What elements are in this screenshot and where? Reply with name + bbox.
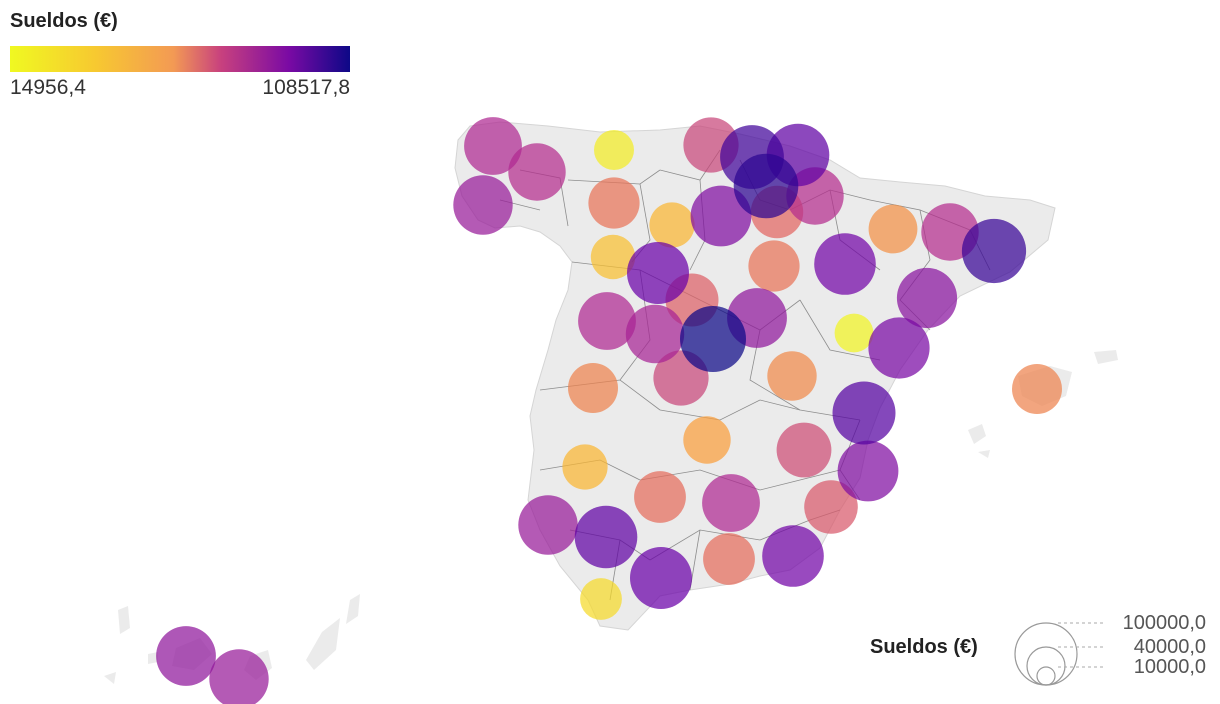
bubble-araba[interactable] xyxy=(733,153,799,219)
color-legend-title: Sueldos (€) xyxy=(10,10,118,32)
bubble-las-palmas[interactable] xyxy=(209,649,269,704)
color-legend-min-label: 14956,4 xyxy=(10,76,86,99)
menorca-shape xyxy=(1094,350,1118,364)
bubble-albacete[interactable] xyxy=(776,422,832,478)
bubble-caceres[interactable] xyxy=(568,363,618,413)
size-legend-label-large: 100000,0 xyxy=(1122,612,1206,634)
bubble-huelva[interactable] xyxy=(518,495,578,555)
bubble-granada[interactable] xyxy=(703,533,755,585)
bubble-zamora[interactable] xyxy=(649,202,695,248)
bubble-cordoba[interactable] xyxy=(634,471,686,523)
size-legend-circle-small xyxy=(1036,666,1056,686)
bubble-alicante[interactable] xyxy=(837,440,899,502)
bubble-murcia[interactable] xyxy=(804,480,858,534)
bubble-jaen[interactable] xyxy=(702,474,760,532)
canary-lapalma-shape xyxy=(118,606,130,634)
bubble-ourense[interactable] xyxy=(588,177,640,229)
bubble-tarragona[interactable] xyxy=(896,267,958,329)
bubble-santa-cruz-de-tenerife[interactable] xyxy=(156,626,216,686)
ibiza-shape xyxy=(968,424,986,444)
size-legend-label-small: 10000,0 xyxy=(1133,656,1206,678)
canary-fuerteventura-shape xyxy=(306,618,340,670)
bubble-pontevedra[interactable] xyxy=(453,175,513,235)
bubble-sevilla[interactable] xyxy=(574,505,638,569)
bubble-badajoz[interactable] xyxy=(562,444,608,490)
bubble-leon[interactable] xyxy=(590,234,636,280)
bubble-castellon[interactable] xyxy=(868,317,930,379)
size-legend-circles xyxy=(1014,622,1104,686)
bubble-salamanca[interactable] xyxy=(578,292,636,350)
size-legend-circle-large xyxy=(1014,622,1078,686)
bubble-palencia-valladolid[interactable] xyxy=(627,242,689,304)
bubble-huesca[interactable] xyxy=(868,204,918,254)
bubble-zaragoza[interactable] xyxy=(814,233,876,295)
size-legend-circle-medium xyxy=(1026,646,1066,686)
bubble-barcelona[interactable] xyxy=(961,218,1027,284)
bubble-madrid[interactable] xyxy=(680,306,746,372)
bubble-layer xyxy=(156,117,1062,704)
bubble-asturias[interactable] xyxy=(594,130,634,170)
bubble-burgos[interactable] xyxy=(690,185,752,247)
bubble-valencia[interactable] xyxy=(832,381,896,445)
bubble-ciudad-real[interactable] xyxy=(683,416,731,464)
bubble-teruel[interactable] xyxy=(834,313,874,353)
size-legend-title: Sueldos (€) xyxy=(870,636,978,658)
bubble-illes-balears[interactable] xyxy=(1012,364,1062,414)
bubble-a-coruna[interactable] xyxy=(464,117,522,175)
color-legend-max-label: 108517,8 xyxy=(262,76,350,99)
bubble-almeria[interactable] xyxy=(762,525,824,587)
formentera-shape xyxy=(978,450,990,458)
bubble-lugo[interactable] xyxy=(508,143,566,201)
bubble-avila[interactable] xyxy=(625,304,685,364)
bubble-soria[interactable] xyxy=(748,240,800,292)
color-scale-bar xyxy=(10,46,350,72)
bubble-cuenca[interactable] xyxy=(767,351,817,401)
size-legend-label-medium: 40000,0 xyxy=(1133,636,1206,658)
canary-gomera-shape xyxy=(148,652,158,664)
canary-hierro-shape xyxy=(104,672,116,684)
canary-lanzarote-shape xyxy=(346,594,360,624)
bubble-cadiz[interactable] xyxy=(580,578,622,620)
bubble-malaga[interactable] xyxy=(630,547,692,609)
